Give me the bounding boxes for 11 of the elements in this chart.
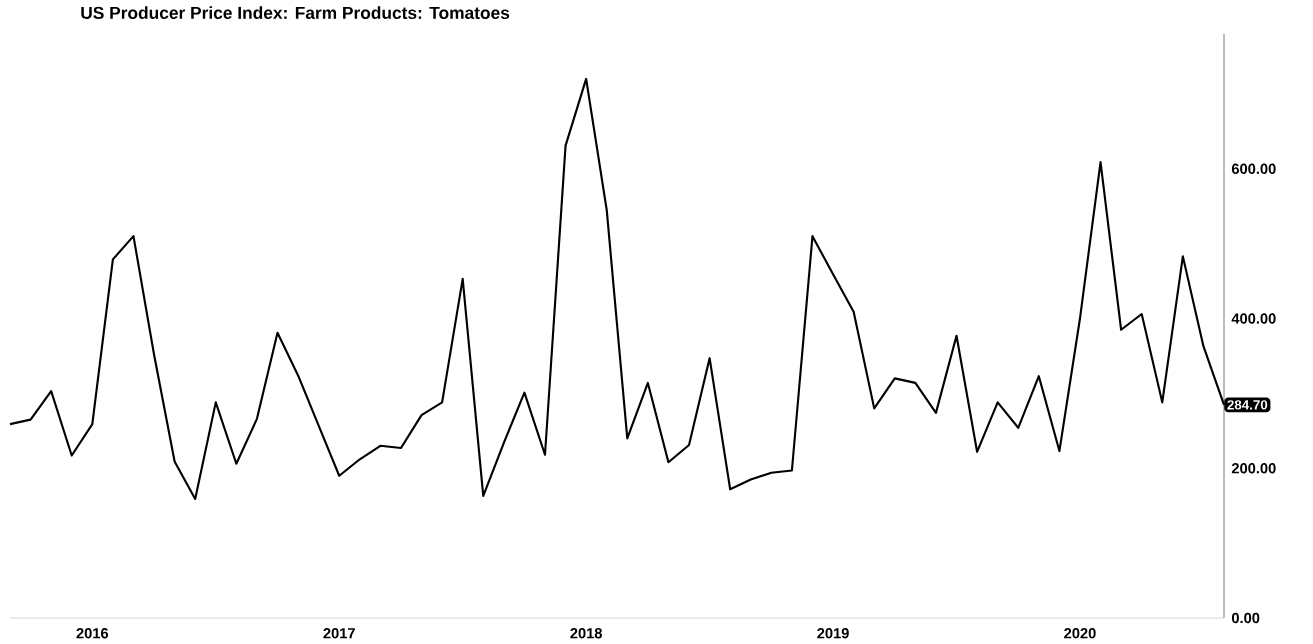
chart-title: US Producer Price Index: Farm Products: Tomatoes: [81, 6, 510, 19]
y-tick-label: 400.00: [1231, 313, 1276, 324]
x-tick-label: 2017: [323, 628, 355, 639]
x-tick-label: 2020: [1064, 628, 1096, 639]
y-tick-label: 0.00: [1231, 612, 1260, 624]
annotation: 284.70: [1227, 400, 1268, 410]
y-tick-label: 200.00: [1231, 463, 1276, 474]
x-tick-label: 2016: [76, 628, 109, 639]
x-tick-label: 2018: [570, 628, 602, 639]
x-tick-label: 2019: [817, 628, 849, 639]
y-tick-label: 600.00: [1231, 163, 1276, 174]
